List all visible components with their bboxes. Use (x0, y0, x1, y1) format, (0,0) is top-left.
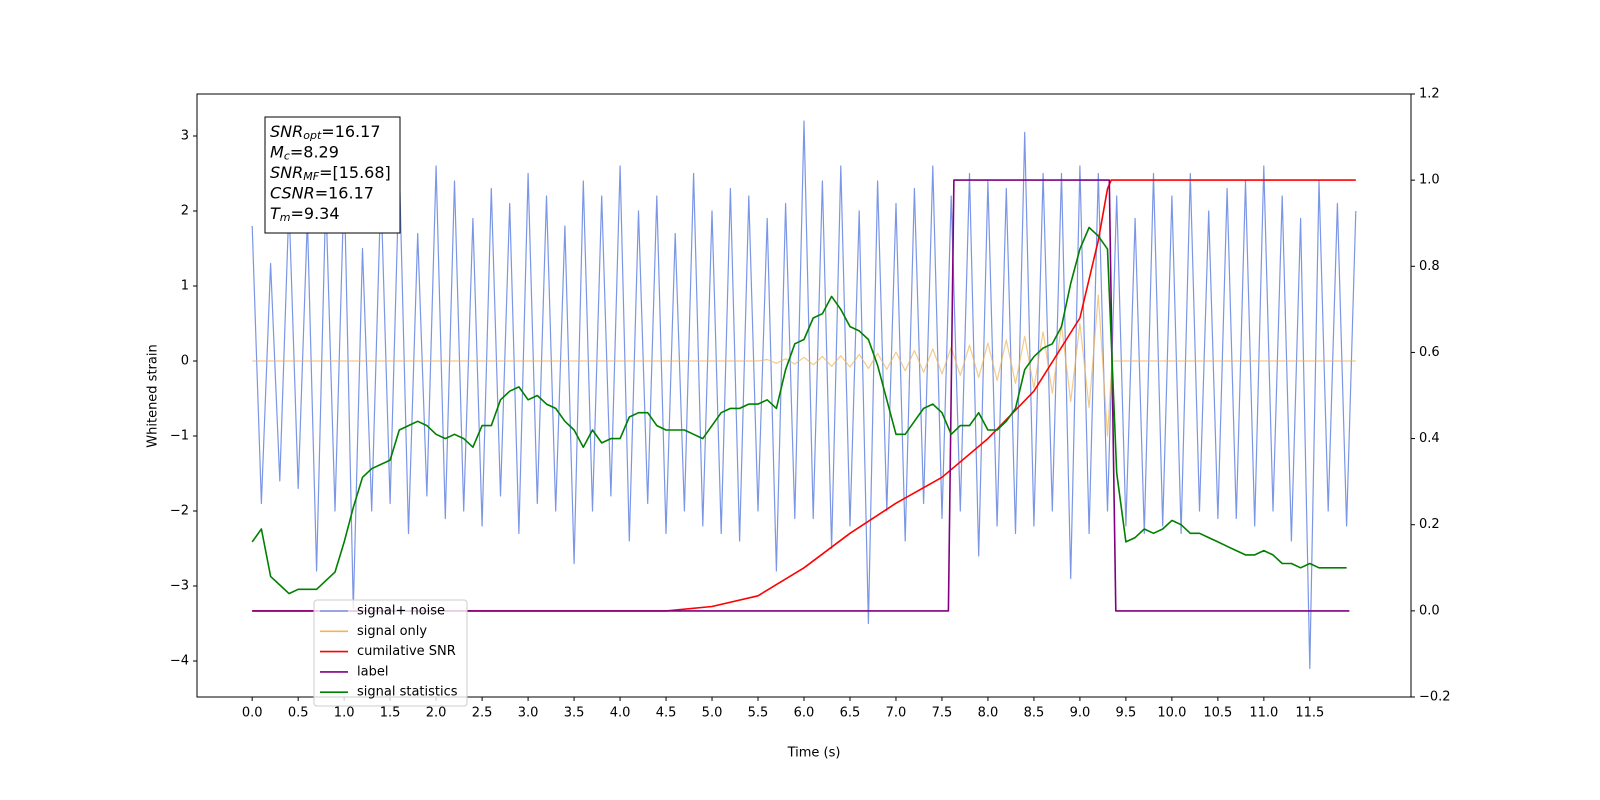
annotation-line: CSNR=16.17 (270, 183, 374, 202)
x-tick-label: 10.0 (1157, 706, 1186, 721)
x-tick-label: 4.5 (656, 706, 677, 721)
y2-tick-label: 1.0 (1419, 173, 1440, 188)
series-line (252, 179, 1356, 612)
annotation-line: SNRopt=16.17 (270, 122, 381, 143)
y2-tick-label: 0.2 (1419, 517, 1440, 532)
x-tick-label: 8.5 (1024, 706, 1045, 721)
annotation-value: =9.34 (291, 204, 340, 223)
x-axis-label: Time (s) (787, 746, 841, 761)
legend-box (313, 599, 468, 707)
annotation-subscript: c (284, 150, 290, 163)
x-tick-label: 7.0 (886, 706, 907, 721)
y2-tick-label: 0.8 (1419, 259, 1440, 274)
y-tick-label: 3 (181, 129, 189, 144)
y2-tick-label: 0.6 (1419, 345, 1440, 360)
x-tick-label: 0.0 (242, 706, 263, 721)
y2-tick-label: −0.2 (1419, 690, 1451, 705)
x-tick-label: 5.0 (702, 706, 723, 721)
annotation-line: Tm=9.34 (270, 204, 340, 225)
series-line (251, 226, 1347, 595)
y-tick-label: −4 (170, 654, 189, 669)
annotation-value: =8.29 (290, 142, 339, 161)
y-tick-label: −2 (170, 504, 189, 519)
y-tick-label: 0 (181, 354, 189, 369)
x-tick-label: 2.5 (472, 706, 493, 721)
annotation-line: SNRMF=[15.68] (270, 163, 391, 184)
annotation-symbol: SNR (270, 163, 303, 182)
x-tick-label: 6.5 (840, 706, 861, 721)
annotation-symbol: T (270, 204, 281, 223)
legend: signal+ noise signal only cumilative SNR la… (313, 599, 468, 707)
plot-area (251, 120, 1357, 670)
x-tick-label: 1.0 (334, 706, 355, 721)
x-tick-label: 7.5 (932, 706, 953, 721)
annotation-value: =16.17 (315, 183, 374, 202)
y-tick-label: 2 (181, 204, 189, 219)
legend-label: signal only (357, 624, 427, 639)
y2-tick-label: 0.4 (1419, 431, 1440, 446)
y-tick-label: −3 (170, 579, 189, 594)
annotation-subscript: m (280, 211, 291, 224)
x-tick-label: 5.5 (748, 706, 769, 721)
x-tick-label: 3.0 (518, 706, 539, 721)
x-tick-label: 0.5 (288, 706, 309, 721)
annotation-symbol: M (270, 142, 284, 161)
legend-label: label (357, 664, 388, 679)
y-axis-label: Whitened strain (146, 344, 161, 447)
annotation-symbol: CSNR (270, 183, 315, 202)
x-tick-label: 11.5 (1295, 706, 1324, 721)
annotation-value: =[15.68] (319, 163, 391, 182)
annotation-subscript: opt (303, 129, 322, 142)
annotation-symbol: SNR (270, 122, 303, 141)
series-line (251, 120, 1357, 670)
y-tick-label: −1 (170, 429, 189, 444)
y2-tick-label: 0.0 (1419, 603, 1440, 618)
x-tick-label: 11.0 (1249, 706, 1278, 721)
legend-label: signal+ noise (357, 604, 445, 619)
x-tick-label: 4.0 (610, 706, 631, 721)
y-tick-label: 1 (181, 279, 189, 294)
series-line (252, 294, 1356, 437)
annotation-subscript: MF (303, 170, 319, 183)
x-tick-label: 3.5 (564, 706, 585, 721)
annotation-value: =16.17 (321, 122, 380, 141)
y2-tick-label: 1.2 (1419, 87, 1440, 102)
x-tick-label: 9.0 (1070, 706, 1091, 721)
x-tick-label: 6.0 (794, 706, 815, 721)
legend-label: signal statistics (357, 685, 458, 700)
x-tick-label: 8.0 (978, 706, 999, 721)
annotation-line: Mc=8.29 (270, 142, 339, 163)
x-tick-label: 2.0 (426, 706, 447, 721)
x-tick-label: 9.5 (1116, 706, 1137, 721)
x-tick-label: 1.5 (380, 706, 401, 721)
x-tick-label: 10.5 (1203, 706, 1232, 721)
legend-label: cumilative SNR (357, 644, 456, 659)
annotation: SNRopt=16.17Mc=8.29SNRMF=[15.68]CSNR=16.… (264, 116, 401, 234)
annotation-box (264, 116, 401, 234)
series-line (252, 179, 1350, 612)
